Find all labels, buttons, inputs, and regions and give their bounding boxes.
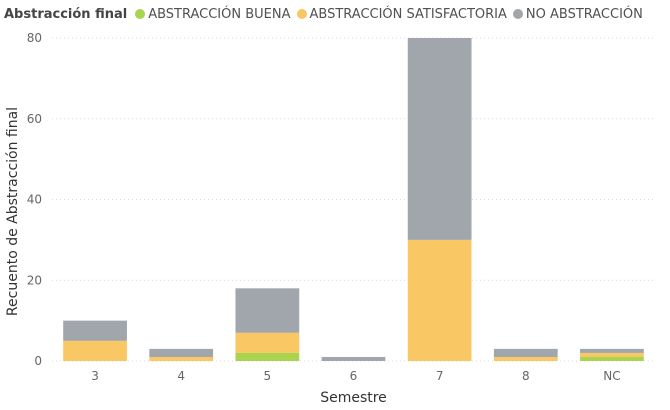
legend-item-buena[interactable]: ABSTRACCIÓN BUENA — [135, 6, 291, 22]
x-tick-label: 3 — [91, 369, 99, 383]
legend-dot-icon — [512, 9, 523, 19]
bar-segment[interactable] — [580, 348, 644, 353]
bar-segment[interactable] — [493, 356, 558, 361]
bar-segment[interactable] — [321, 356, 386, 361]
legend-item-satisfactoria[interactable]: ABSTRACCIÓN SATISFACTORIA — [296, 6, 507, 22]
x-tick-label: 5 — [264, 369, 272, 383]
x-tick-label: 4 — [177, 369, 185, 383]
legend-title: Abstracción final — [4, 6, 128, 22]
x-axis-title: Semestre — [320, 390, 387, 406]
bar-segment[interactable] — [407, 239, 472, 361]
y-tick-label: 40 — [27, 193, 42, 207]
bar-segment[interactable] — [580, 356, 644, 361]
x-tick-label: 7 — [436, 369, 444, 383]
bar-segment[interactable] — [580, 352, 644, 357]
bar-segment[interactable] — [149, 348, 214, 357]
x-tick-label: 6 — [350, 369, 358, 383]
bar-segment[interactable] — [63, 320, 127, 341]
tick-labels: 0 20 40 60 80 3 4 5 6 7 8 NC — [27, 31, 621, 383]
y-axis-title: Recuento de Abstracción final — [5, 107, 21, 316]
legend-label-no-abstraccion: NO ABSTRACCIÓN — [525, 6, 643, 22]
legend: Abstracción final ABSTRACCIÓN BUENA ABST… — [4, 3, 649, 25]
y-tick-label: 20 — [27, 273, 42, 287]
bar-segment[interactable] — [235, 288, 300, 333]
legend-dot-icon — [296, 9, 307, 19]
legend-label-buena: ABSTRACCIÓN BUENA — [148, 6, 291, 22]
legend-dot-icon — [135, 9, 146, 19]
bar-segment[interactable] — [235, 332, 300, 353]
bar-segment[interactable] — [407, 38, 472, 240]
y-tick-label: 80 — [27, 31, 42, 45]
x-tick-label: 8 — [522, 369, 530, 383]
bar-segment[interactable] — [493, 348, 558, 357]
bar-segment[interactable] — [63, 340, 127, 361]
legend-item-no-abstraccion[interactable]: NO ABSTRACCIÓN — [512, 6, 643, 22]
y-tick-label: 60 — [27, 112, 42, 126]
gridlines — [52, 37, 655, 362]
x-tick-label: NC — [603, 369, 620, 383]
y-tick-label: 0 — [34, 354, 42, 368]
bars — [63, 38, 644, 361]
bar-segment[interactable] — [149, 356, 214, 361]
bar-segment[interactable] — [235, 352, 300, 361]
legend-label-satisfactoria: ABSTRACCIÓN SATISFACTORIA — [309, 6, 507, 22]
